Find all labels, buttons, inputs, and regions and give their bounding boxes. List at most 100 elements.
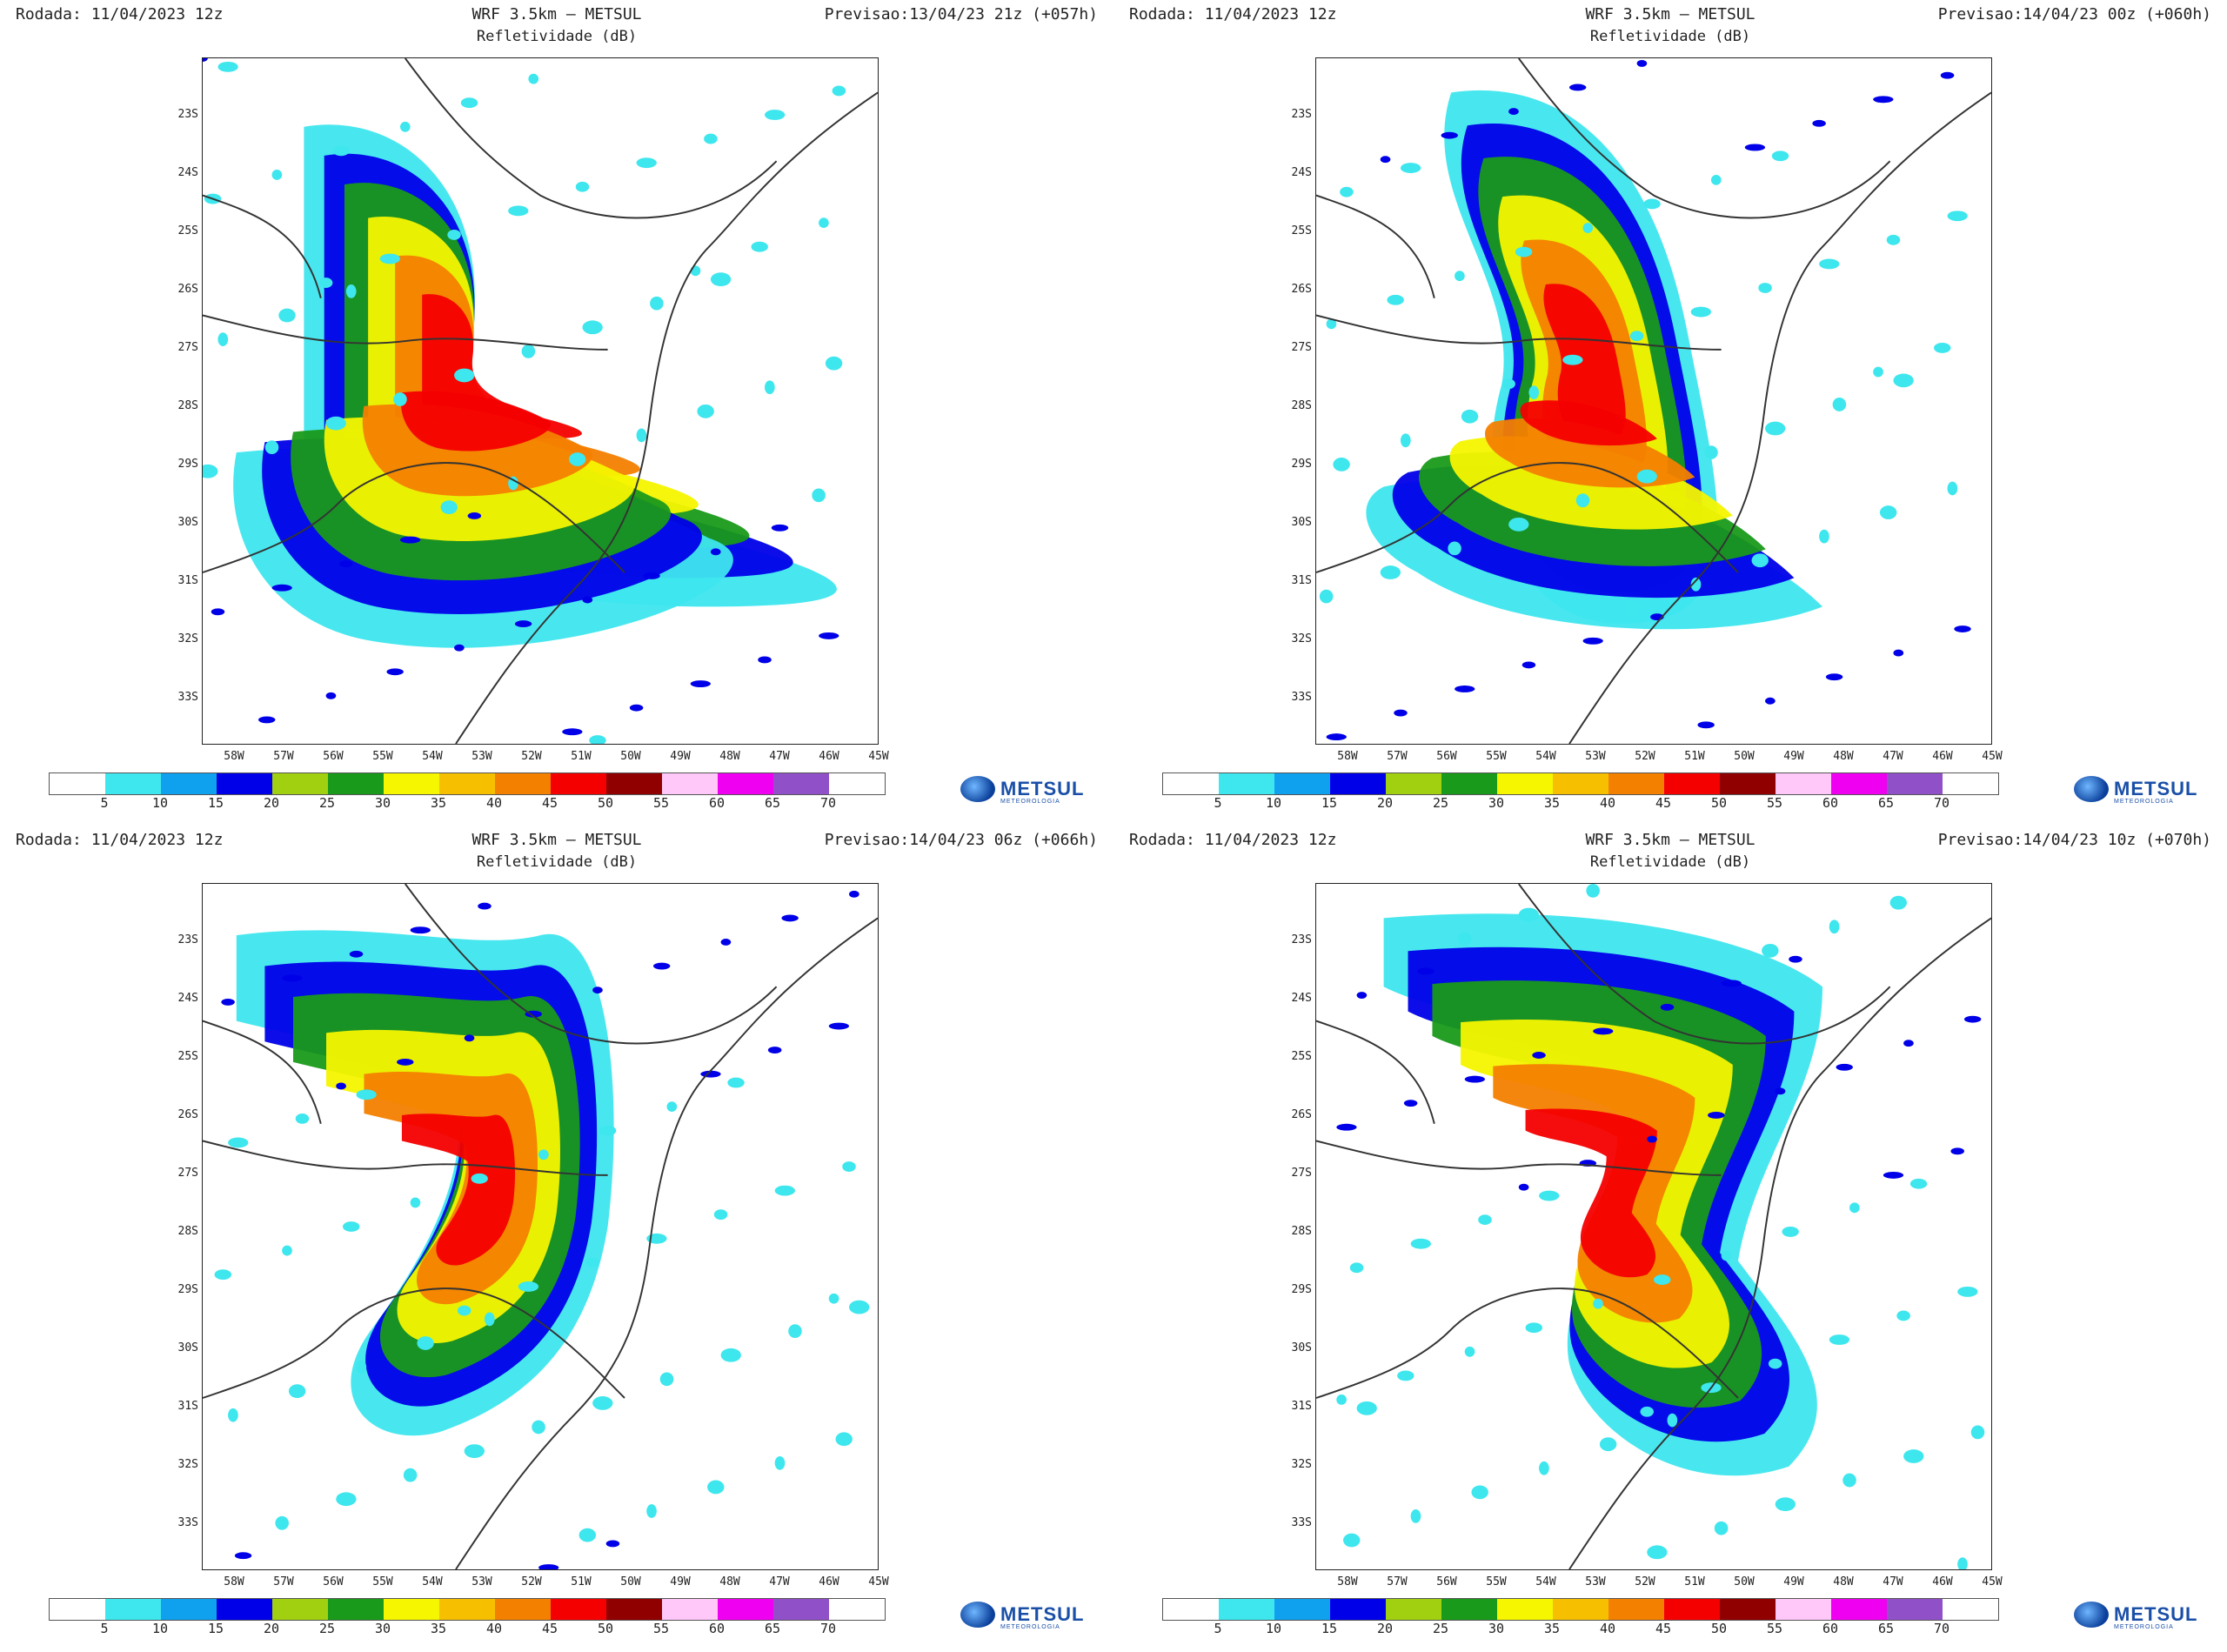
echo-cell [325, 416, 346, 431]
forecast-label: Previsao:13/04/23 21z (+057h) [824, 5, 1098, 23]
echo-cell [720, 1348, 741, 1362]
echo-cell [454, 368, 475, 383]
lat-tick-label: 28S [1291, 399, 1312, 412]
echo-cell [849, 890, 859, 898]
echo-cell [264, 440, 279, 455]
metsul-logo: METSUL METEOROLOGIA [2074, 772, 2197, 807]
echo-cell [399, 536, 421, 544]
echo-cell [1586, 884, 1600, 898]
echo-cell [1343, 1533, 1361, 1548]
echo-cell [403, 1468, 418, 1482]
echo-cell [582, 596, 593, 604]
echo-cell [650, 296, 664, 311]
echo-cell [1501, 378, 1515, 390]
colorbar-label: 35 [1543, 1621, 1561, 1636]
echo-cell [379, 253, 400, 264]
field-subtitle: Refletividade (dB) [476, 28, 638, 45]
echo-cell [1380, 565, 1401, 579]
echo-cell [652, 962, 671, 970]
lat-tick-label: 32S [177, 1458, 198, 1471]
colorbar-box [1219, 773, 1274, 794]
echo-cell [1690, 577, 1702, 592]
echo-cell [1909, 1178, 1928, 1189]
lon-tick-label: 55W [372, 750, 393, 763]
panel-header: Rodada: 11/04/2023 12z WRF 3.5km – METSU… [0, 826, 1114, 878]
echo-cell [1562, 354, 1583, 365]
echo-cell [214, 1269, 231, 1281]
colorbar-box [829, 1599, 885, 1620]
model-title: WRF 3.5km – METSUL [471, 5, 642, 23]
colorbar-box [1887, 1599, 1943, 1620]
echo-cell [1744, 144, 1766, 151]
colorbar-box [272, 773, 328, 794]
echo-cell [1690, 306, 1711, 318]
lon-tick-label: 56W [1436, 750, 1457, 763]
echo-cell [1836, 1063, 1853, 1071]
run-label: Rodada: 11/04/2023 12z [1129, 831, 1337, 849]
echo-cell [393, 392, 407, 406]
lat-tick-label: 24S [177, 166, 198, 179]
colorbar-label: 25 [1432, 1621, 1449, 1636]
metsul-logo: METSUL METEOROLOGIA [2074, 1598, 2197, 1633]
echo-cell [765, 380, 775, 395]
echo-cell [592, 1396, 613, 1410]
echo-cell [1518, 907, 1540, 922]
echo-cell [275, 1515, 289, 1530]
echo-cell [1775, 1497, 1796, 1512]
colorbar-box [1943, 1599, 1998, 1620]
colorbar-box [1776, 1599, 1831, 1620]
lon-tick-label: 47W [769, 1575, 790, 1588]
echo-cell [828, 1022, 850, 1030]
echo-cell [471, 1173, 488, 1184]
lat-tick-label: 23S [1291, 933, 1312, 946]
colorbar-box [1553, 1599, 1608, 1620]
colorbar-label: 15 [1321, 1621, 1338, 1636]
lat-tick-label: 27S [1291, 1167, 1312, 1180]
lon-tick-label: 55W [1486, 750, 1507, 763]
lat-tick-label: 30S [1291, 516, 1312, 529]
echo-cell [1758, 283, 1772, 293]
echo-cell [710, 272, 732, 287]
lat-tick-label: 31S [1291, 1400, 1312, 1413]
colorbar-box [495, 773, 551, 794]
echo-cell [1593, 1027, 1614, 1035]
colorbar-box [606, 1599, 662, 1620]
echo-cell [339, 560, 353, 568]
echo-cell [1954, 625, 1971, 632]
echo-cell [1403, 1100, 1418, 1107]
lon-tick-label: 54W [1535, 1575, 1556, 1588]
colorbar-box [328, 1599, 384, 1620]
lat-tick-label: 27S [177, 1167, 198, 1180]
colorbar-box [105, 773, 161, 794]
colorbar-box [1943, 773, 1998, 794]
lat-tick-label: 23S [177, 108, 198, 121]
model-title: WRF 3.5km – METSUL [1585, 831, 1756, 849]
echo-cell [1521, 661, 1536, 669]
echo-cell [221, 998, 235, 1006]
echo-cell [1356, 992, 1368, 999]
lon-tick-label: 56W [323, 750, 344, 763]
lat-tick-label: 30S [177, 1341, 198, 1354]
echo-cell [467, 512, 482, 519]
reflectivity-map [202, 883, 879, 1570]
echo-cell [697, 404, 714, 418]
echo-cell [788, 1324, 802, 1339]
echo-cell [211, 608, 225, 616]
panel-header: Rodada: 11/04/2023 12z WRF 3.5km – METSU… [1114, 826, 2227, 878]
echo-cell [282, 1245, 292, 1256]
echo-cell [1640, 1406, 1654, 1417]
colorbar-box [217, 773, 272, 794]
colorbar-box [1274, 773, 1330, 794]
lat-tick-label: 30S [1291, 1341, 1312, 1354]
lat-tick-label: 32S [177, 632, 198, 645]
lat-tick-label: 25S [177, 1050, 198, 1063]
echo-cell [1340, 186, 1354, 197]
lat-tick-label: 29S [1291, 1283, 1312, 1296]
lat-tick-label: 24S [1291, 992, 1312, 1005]
echo-cell [1768, 1358, 1782, 1369]
lat-tick-label: 31S [1291, 574, 1312, 587]
colorbar-box [1664, 773, 1720, 794]
colorbar-label: 70 [819, 795, 837, 811]
echo-cell [1704, 445, 1718, 459]
echo-cell [578, 1528, 597, 1542]
